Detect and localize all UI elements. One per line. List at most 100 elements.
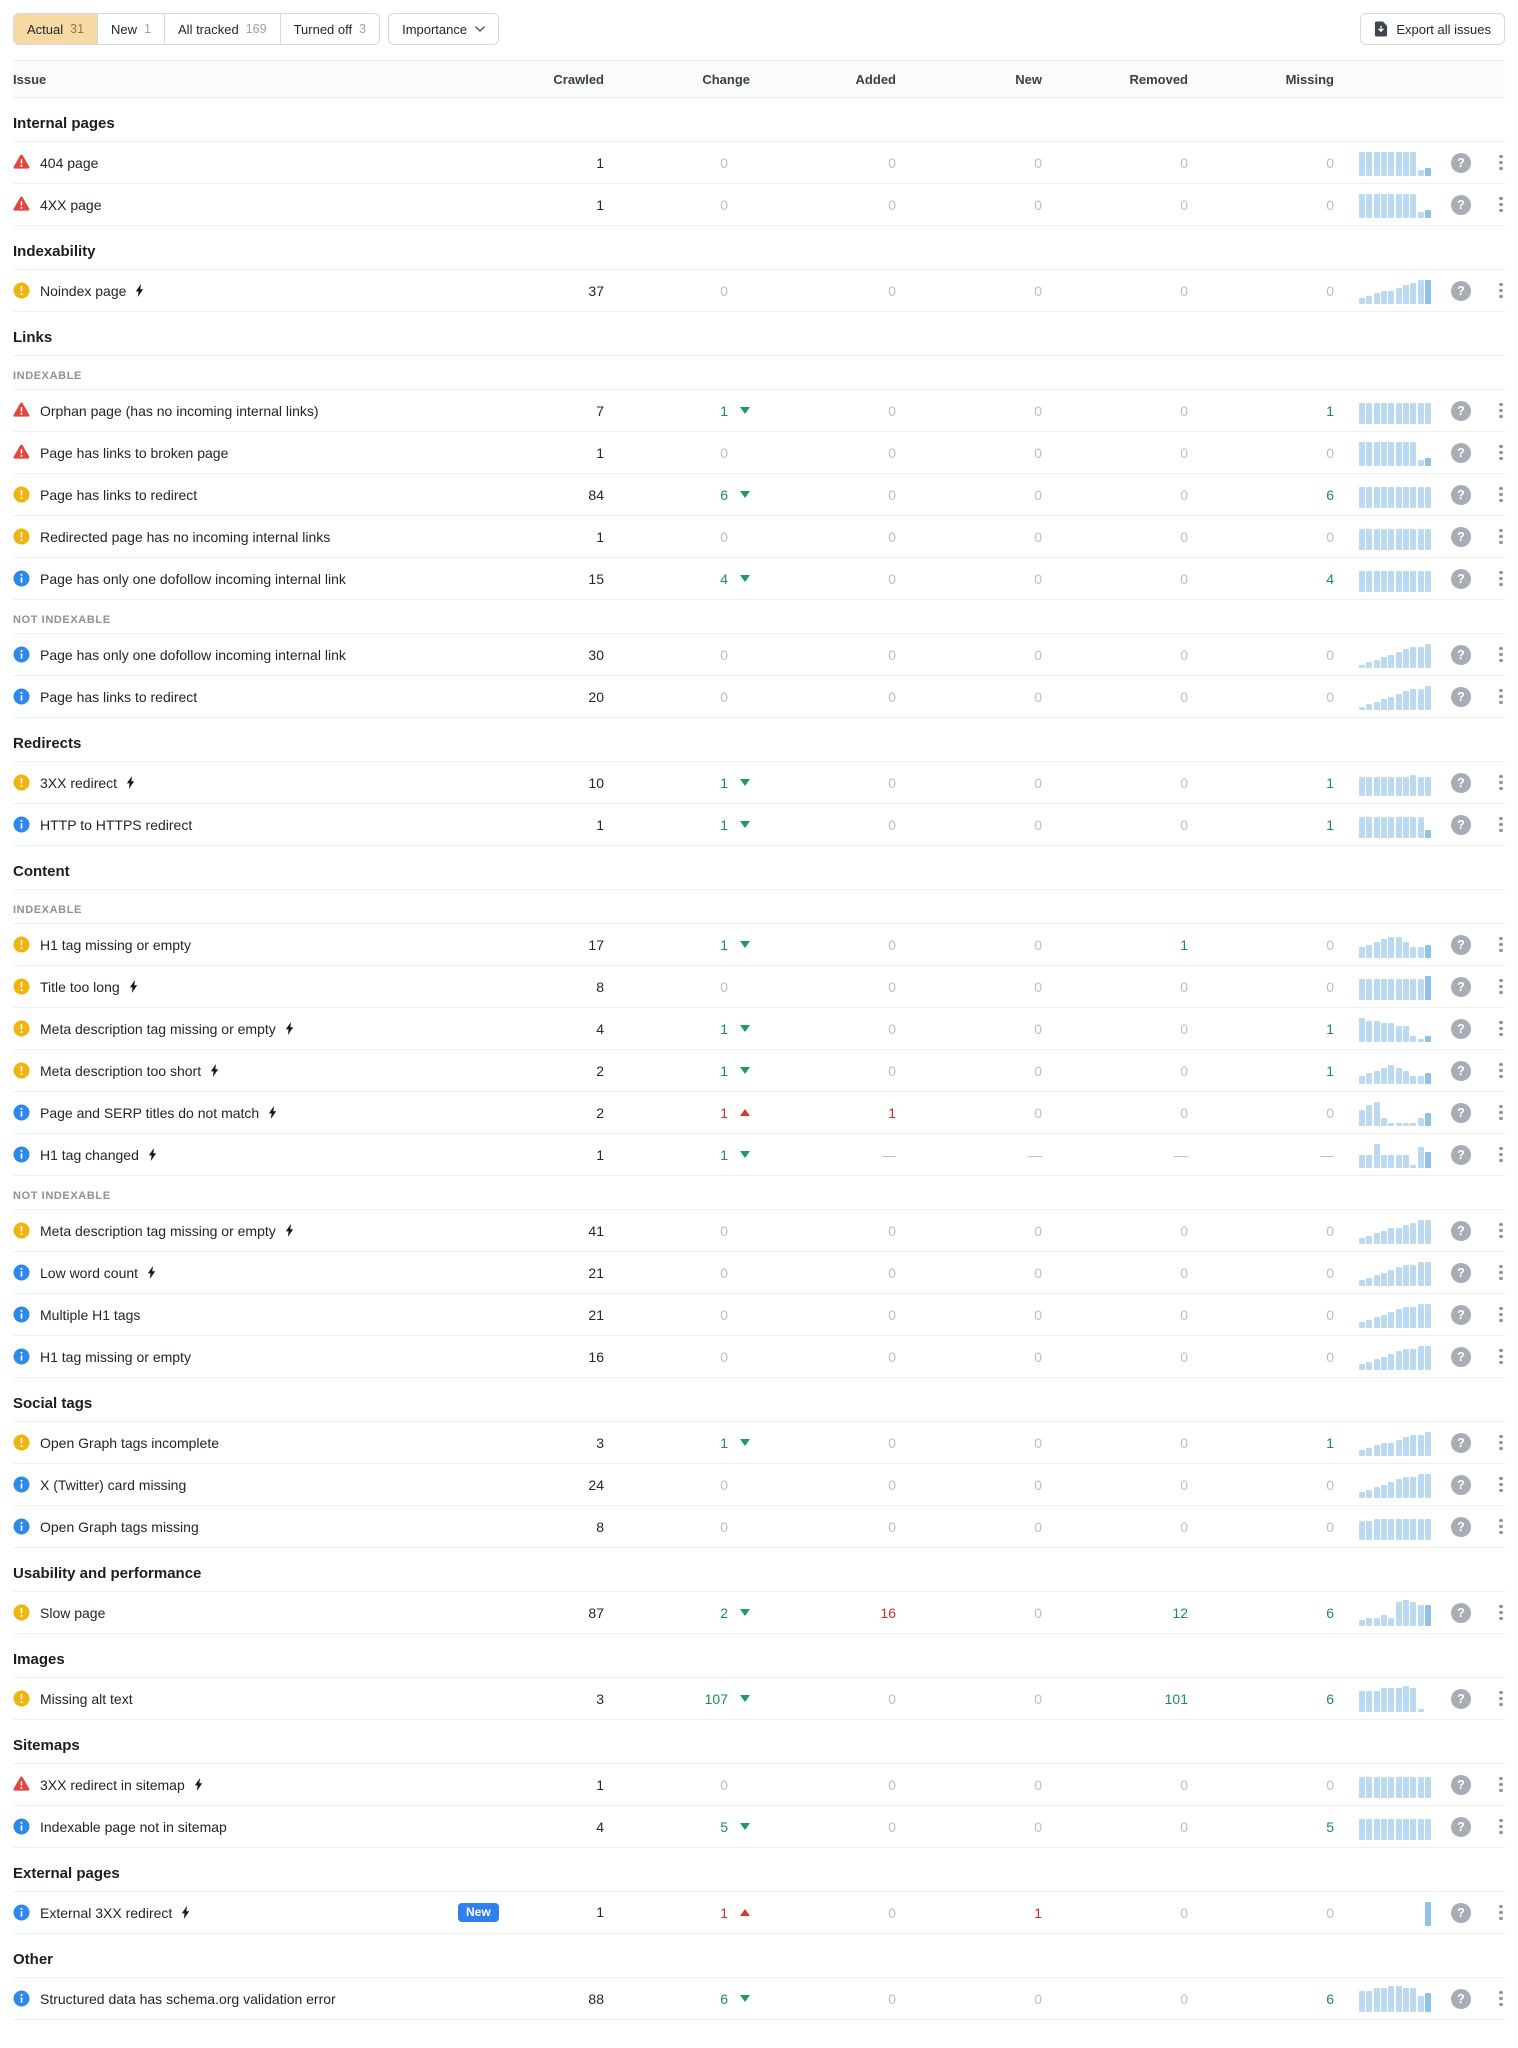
- help-icon[interactable]: ?: [1451, 152, 1471, 173]
- row-menu-button[interactable]: [1497, 1101, 1505, 1125]
- row-menu-button[interactable]: [1497, 771, 1505, 795]
- issue-row[interactable]: Low word count 21 0 0 0 0 0?: [13, 1252, 1505, 1294]
- issue-row[interactable]: Page has links to redirect 84 6 0 0 0 6?: [13, 474, 1505, 516]
- help-icon[interactable]: ?: [1451, 772, 1471, 793]
- row-menu-button[interactable]: [1497, 1143, 1505, 1167]
- issue-row[interactable]: Page has only one dofollow incoming inte…: [13, 634, 1505, 676]
- help-icon[interactable]: ?: [1451, 1060, 1471, 1081]
- row-menu-button[interactable]: [1497, 1219, 1505, 1243]
- issue-row[interactable]: Page has only one dofollow incoming inte…: [13, 558, 1505, 600]
- help-icon[interactable]: ?: [1451, 526, 1471, 547]
- row-menu-button[interactable]: [1497, 1473, 1505, 1497]
- row-menu-button[interactable]: [1497, 1303, 1505, 1327]
- row-menu-button[interactable]: [1497, 151, 1505, 175]
- help-icon[interactable]: ?: [1451, 934, 1471, 955]
- issue-row[interactable]: Page has links to broken page 1 0 0 0 0 0?: [13, 432, 1505, 474]
- issue-row[interactable]: Page and SERP titles do not match 2 1 1 0 0 0?: [13, 1092, 1505, 1134]
- row-menu-button[interactable]: [1497, 1431, 1505, 1455]
- help-icon[interactable]: ?: [1451, 1902, 1471, 1923]
- tab-new[interactable]: New 1: [98, 14, 166, 44]
- help-icon[interactable]: ?: [1451, 1346, 1471, 1367]
- row-menu-button[interactable]: [1497, 933, 1505, 957]
- row-menu-button[interactable]: [1497, 1059, 1505, 1083]
- row-menu-button[interactable]: [1497, 567, 1505, 591]
- issue-row[interactable]: Meta description too short 2 1 0 0 0 1?: [13, 1050, 1505, 1092]
- issue-row[interactable]: H1 tag missing or empty 16 0 0 0 0 0?: [13, 1336, 1505, 1378]
- help-icon[interactable]: ?: [1451, 280, 1471, 301]
- issue-row[interactable]: Open Graph tags missing 8 0 0 0 0 0?: [13, 1506, 1505, 1548]
- row-menu-button[interactable]: [1497, 279, 1505, 303]
- issue-row[interactable]: 3XX redirect in sitemap 1 0 0 0 0 0?: [13, 1764, 1505, 1806]
- row-menu-button[interactable]: [1497, 441, 1505, 465]
- help-icon[interactable]: ?: [1451, 1018, 1471, 1039]
- help-icon[interactable]: ?: [1451, 1474, 1471, 1495]
- issue-row[interactable]: Page has links to redirect 20 0 0 0 0 0?: [13, 676, 1505, 718]
- tab-turned-off[interactable]: Turned off 3: [280, 14, 380, 44]
- issue-row[interactable]: Title too long 8 0 0 0 0 0?: [13, 966, 1505, 1008]
- help-icon[interactable]: ?: [1451, 1432, 1471, 1453]
- issue-row[interactable]: HTTP to HTTPS redirect 1 1 0 0 0 1?: [13, 804, 1505, 846]
- help-icon[interactable]: ?: [1451, 194, 1471, 215]
- issue-row[interactable]: Indexable page not in sitemap 4 5 0 0 0 5?: [13, 1806, 1505, 1848]
- importance-dropdown[interactable]: Importance: [388, 13, 500, 45]
- row-menu-button[interactable]: [1497, 1261, 1505, 1285]
- issue-row[interactable]: 4XX page 1 0 0 0 0 0?: [13, 184, 1505, 226]
- row-menu-button[interactable]: [1497, 643, 1505, 667]
- tab-all-tracked[interactable]: All tracked 169: [165, 14, 281, 44]
- issue-row[interactable]: Slow page 87 2 16 0 12 6?: [13, 1592, 1505, 1634]
- row-menu-button[interactable]: [1497, 813, 1505, 837]
- issue-row[interactable]: Missing alt text 3 107 0 0 101 6?: [13, 1678, 1505, 1720]
- help-icon[interactable]: ?: [1451, 1516, 1471, 1537]
- help-icon[interactable]: ?: [1451, 1816, 1471, 1837]
- issue-row[interactable]: Open Graph tags incomplete 3 1 0 0 0 1?: [13, 1422, 1505, 1464]
- row-menu-button[interactable]: [1497, 1815, 1505, 1839]
- row-menu-button[interactable]: [1497, 1345, 1505, 1369]
- row-menu-button[interactable]: [1497, 483, 1505, 507]
- issue-row[interactable]: X (Twitter) card missing 24 0 0 0 0 0?: [13, 1464, 1505, 1506]
- issue-row[interactable]: External 3XX redirect New 1 1 0 1 0 0?: [13, 1892, 1505, 1934]
- help-icon[interactable]: ?: [1451, 1220, 1471, 1241]
- help-icon[interactable]: ?: [1451, 1688, 1471, 1709]
- tab-actual[interactable]: Actual 31: [14, 14, 99, 44]
- help-icon[interactable]: ?: [1451, 568, 1471, 589]
- issue-row[interactable]: Multiple H1 tags 21 0 0 0 0 0?: [13, 1294, 1505, 1336]
- issue-row[interactable]: Noindex page 37 0 0 0 0 0?: [13, 270, 1505, 312]
- row-menu-button[interactable]: [1497, 975, 1505, 999]
- help-icon[interactable]: ?: [1451, 1988, 1471, 2009]
- row-menu-button[interactable]: [1497, 1601, 1505, 1625]
- row-menu-button[interactable]: [1497, 1901, 1505, 1925]
- help-icon[interactable]: ?: [1451, 814, 1471, 835]
- help-icon[interactable]: ?: [1451, 400, 1471, 421]
- help-icon[interactable]: ?: [1451, 1144, 1471, 1165]
- issue-row[interactable]: Structured data has schema.org validatio…: [13, 1978, 1505, 2020]
- row-menu-button[interactable]: [1497, 193, 1505, 217]
- help-icon[interactable]: ?: [1451, 976, 1471, 997]
- issue-row[interactable]: 3XX redirect 10 1 0 0 0 1?: [13, 762, 1505, 804]
- help-icon[interactable]: ?: [1451, 1304, 1471, 1325]
- help-icon[interactable]: ?: [1451, 442, 1471, 463]
- issue-row[interactable]: Redirected page has no incoming internal…: [13, 516, 1505, 558]
- row-menu-button[interactable]: [1497, 1773, 1505, 1797]
- export-all-issues-button[interactable]: Export all issues: [1360, 13, 1505, 45]
- row-menu-button[interactable]: [1497, 685, 1505, 709]
- crawled-cell: 3: [458, 1435, 604, 1451]
- help-icon[interactable]: ?: [1451, 644, 1471, 665]
- help-icon[interactable]: ?: [1451, 1102, 1471, 1123]
- help-icon[interactable]: ?: [1451, 686, 1471, 707]
- issue-row[interactable]: Orphan page (has no incoming internal li…: [13, 390, 1505, 432]
- help-icon[interactable]: ?: [1451, 484, 1471, 505]
- row-menu-button[interactable]: [1497, 525, 1505, 549]
- help-icon[interactable]: ?: [1451, 1602, 1471, 1623]
- row-menu-button[interactable]: [1497, 1687, 1505, 1711]
- row-menu-button[interactable]: [1497, 399, 1505, 423]
- issue-row[interactable]: H1 tag changed 1 1 — — — —?: [13, 1134, 1505, 1176]
- help-icon[interactable]: ?: [1451, 1774, 1471, 1795]
- issue-row[interactable]: 404 page 1 0 0 0 0 0?: [13, 142, 1505, 184]
- issue-row[interactable]: H1 tag missing or empty 17 1 0 0 1 0?: [13, 924, 1505, 966]
- row-menu-button[interactable]: [1497, 1987, 1505, 2011]
- help-icon[interactable]: ?: [1451, 1262, 1471, 1283]
- row-menu-button[interactable]: [1497, 1017, 1505, 1041]
- row-menu-button[interactable]: [1497, 1515, 1505, 1539]
